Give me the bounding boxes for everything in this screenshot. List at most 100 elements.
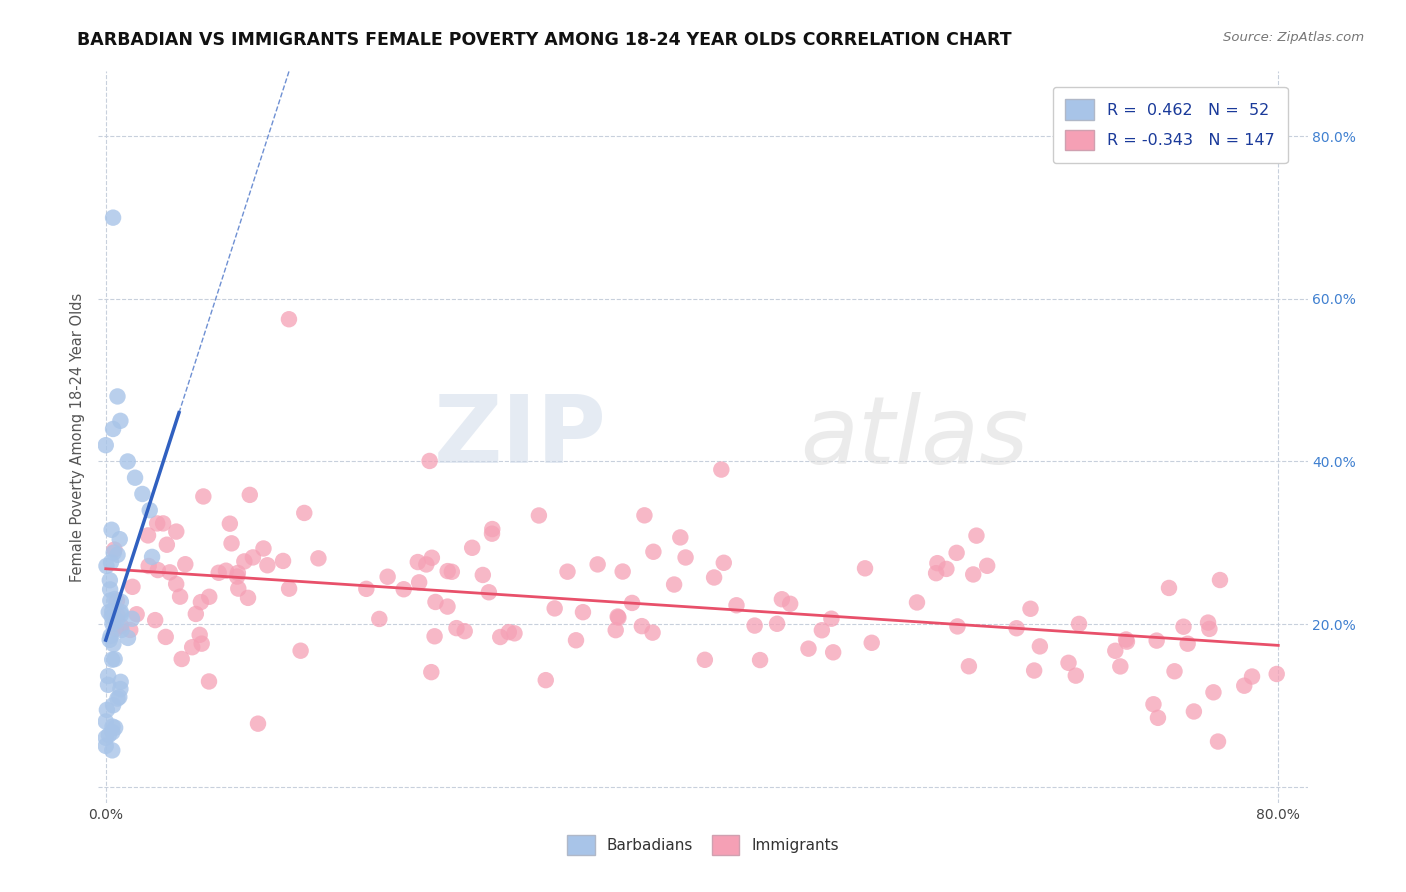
Point: [131, 487, 153, 501]
Point: [489, 630, 512, 644]
Point: [239, 488, 262, 502]
Point: [1109, 659, 1132, 673]
Point: [278, 312, 301, 326]
Point: [1115, 632, 1137, 647]
Point: [392, 582, 415, 597]
Point: [1177, 637, 1199, 651]
Point: [94, 739, 117, 753]
Point: [110, 619, 132, 633]
Point: [605, 623, 627, 637]
Point: [97, 669, 120, 683]
Point: [98, 574, 121, 588]
Point: [121, 580, 143, 594]
Point: [170, 652, 193, 666]
Point: [478, 585, 501, 599]
Point: [586, 558, 609, 572]
Point: [108, 690, 131, 704]
Point: [98, 593, 121, 607]
Point: [534, 673, 557, 688]
Point: [94, 731, 117, 745]
Point: [96, 703, 118, 717]
Point: [110, 674, 132, 689]
Point: [120, 623, 142, 637]
Point: [957, 659, 980, 673]
Point: [110, 595, 132, 609]
Point: [110, 607, 132, 622]
Point: [962, 567, 984, 582]
Point: [1005, 621, 1028, 635]
Point: [247, 716, 270, 731]
Point: [1024, 664, 1046, 678]
Point: [1265, 667, 1288, 681]
Point: [766, 616, 789, 631]
Point: [440, 565, 463, 579]
Point: [703, 570, 725, 584]
Point: [233, 554, 256, 568]
Point: [101, 211, 124, 225]
Point: [606, 609, 628, 624]
Point: [612, 565, 634, 579]
Point: [669, 530, 692, 544]
Point: [1146, 633, 1168, 648]
Point: [121, 612, 143, 626]
Point: [278, 582, 301, 596]
Point: [101, 604, 124, 618]
Point: [461, 541, 484, 555]
Point: [420, 665, 443, 680]
Point: [107, 608, 129, 623]
Point: [101, 422, 124, 436]
Point: [96, 559, 118, 574]
Point: [236, 591, 259, 605]
Point: [1029, 640, 1052, 654]
Point: [181, 640, 204, 655]
Point: [498, 625, 520, 640]
Point: [105, 614, 128, 628]
Point: [174, 558, 197, 572]
Point: [242, 550, 264, 565]
Point: [820, 612, 842, 626]
Point: [905, 595, 928, 609]
Point: [976, 558, 998, 573]
Point: [662, 577, 685, 591]
Point: [607, 610, 630, 624]
Point: [256, 558, 278, 573]
Point: [779, 597, 801, 611]
Point: [423, 629, 446, 643]
Point: [945, 546, 967, 560]
Point: [693, 653, 716, 667]
Point: [1157, 581, 1180, 595]
Point: [1202, 685, 1225, 699]
Point: [446, 621, 468, 635]
Point: [797, 641, 820, 656]
Point: [104, 652, 127, 666]
Point: [744, 618, 766, 632]
Point: [110, 681, 132, 696]
Text: Source: ZipAtlas.com: Source: ZipAtlas.com: [1223, 31, 1364, 45]
Point: [675, 550, 697, 565]
Point: [406, 555, 429, 569]
Point: [156, 538, 179, 552]
Point: [159, 566, 181, 580]
Point: [100, 629, 122, 643]
Point: [543, 601, 565, 615]
Point: [1173, 620, 1195, 634]
Point: [252, 541, 274, 556]
Point: [527, 508, 550, 523]
Point: [425, 595, 447, 609]
Point: [104, 592, 127, 607]
Point: [503, 626, 526, 640]
Point: [169, 590, 191, 604]
Point: [1147, 711, 1170, 725]
Point: [94, 714, 117, 729]
Point: [811, 624, 834, 638]
Text: ZIP: ZIP: [433, 391, 606, 483]
Point: [103, 542, 125, 557]
Point: [221, 536, 243, 550]
Point: [107, 548, 129, 562]
Point: [190, 637, 212, 651]
Point: [1064, 668, 1087, 682]
Point: [190, 595, 212, 609]
Point: [165, 524, 187, 539]
Point: [218, 516, 240, 531]
Point: [98, 632, 121, 647]
